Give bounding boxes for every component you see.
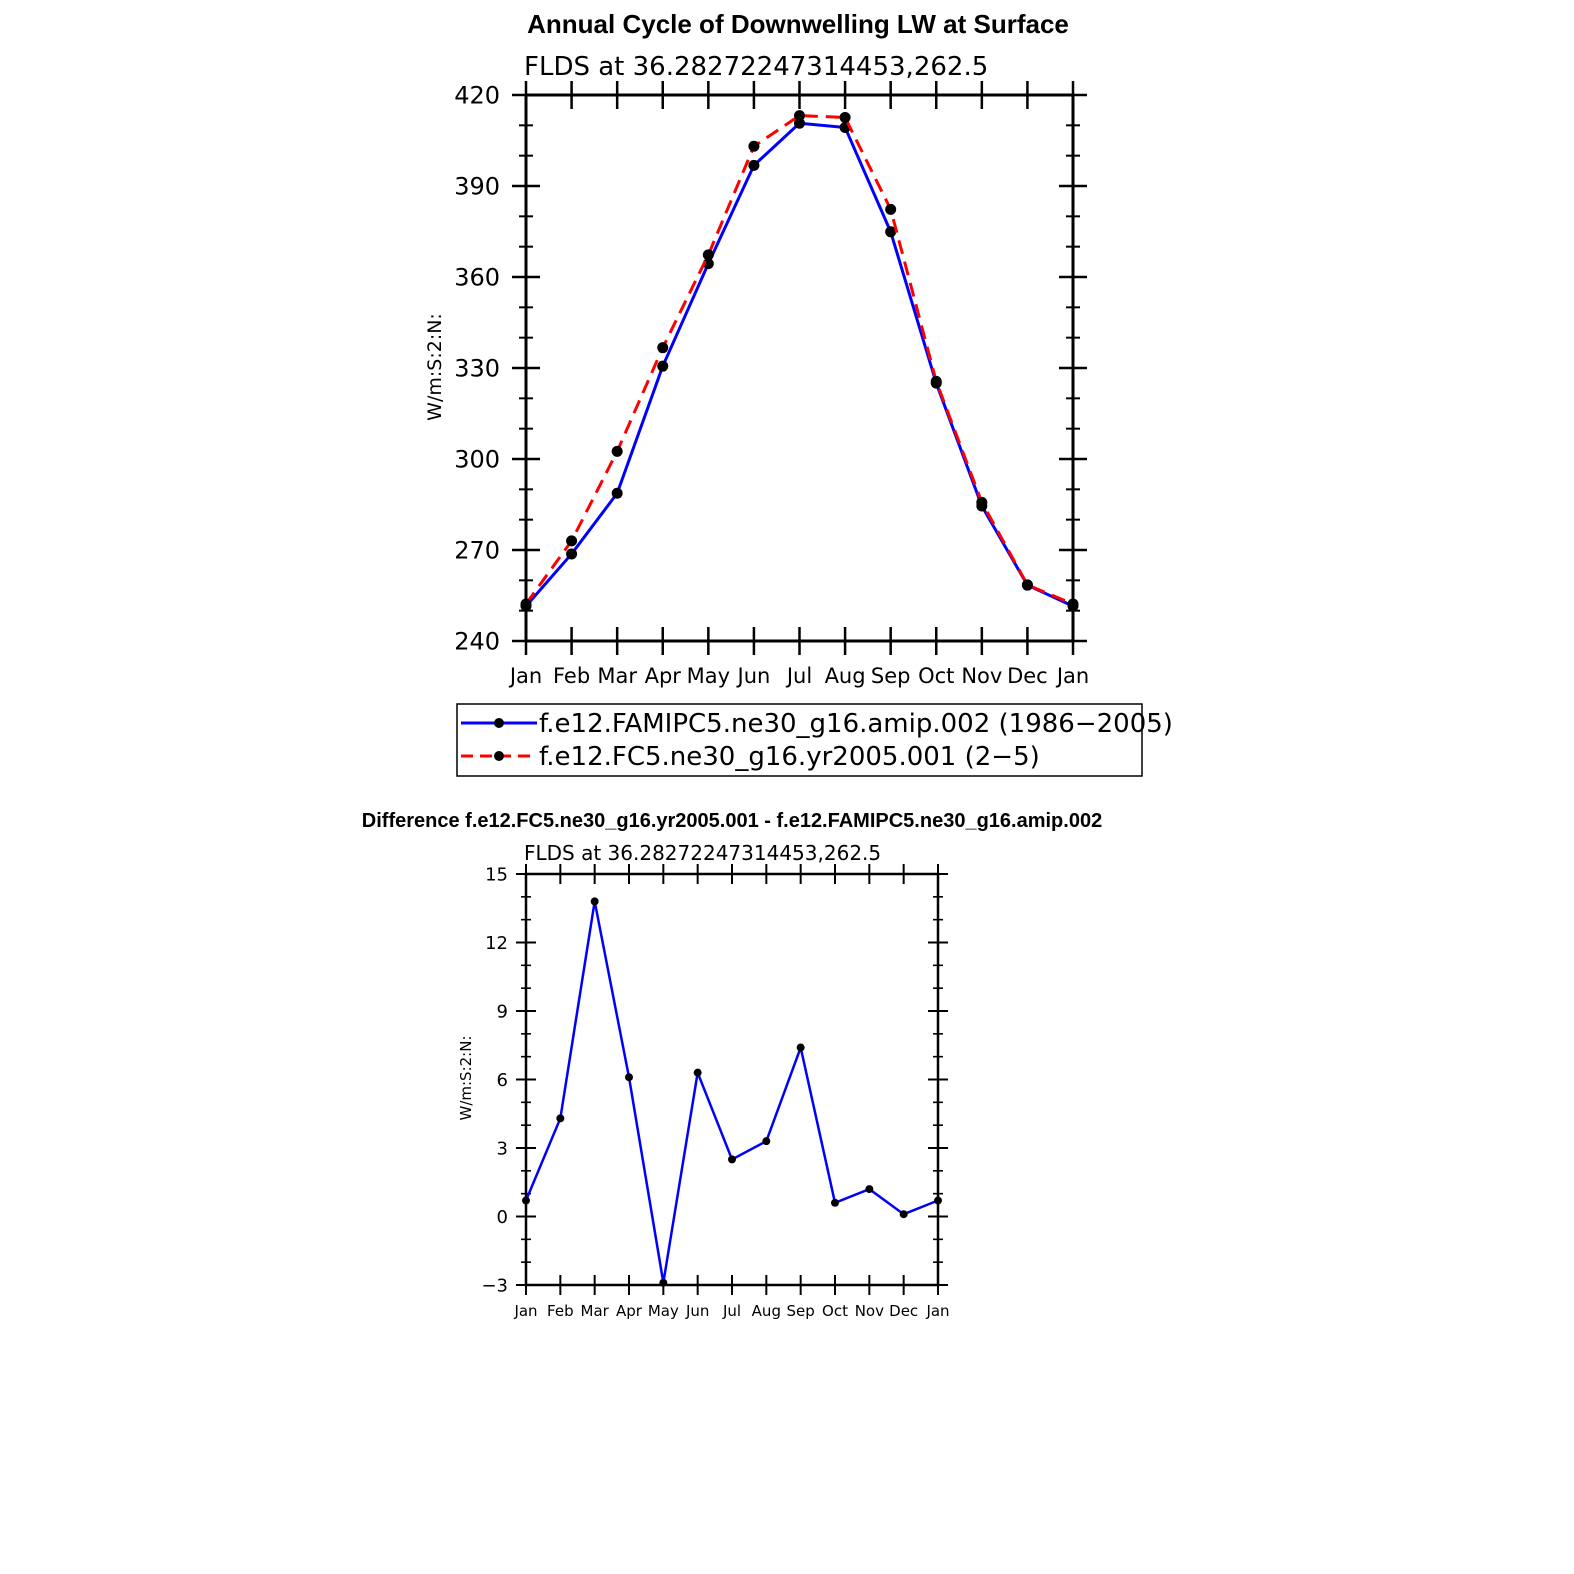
chart2-series-1-point: [728, 1155, 736, 1164]
chart2-series-1-point: [934, 1196, 942, 1205]
chart1-legend: f.e12.FAMIPC5.ne30_g16.amip.002 (1986−20…: [456, 703, 1173, 777]
chart1-ytick-label: 270: [454, 537, 500, 565]
chart2-xtick-label: Jan: [925, 1302, 949, 1320]
chart1-ytick-label: 300: [454, 446, 500, 474]
chart1-legend-label-1: f.e12.FAMIPC5.ne30_g16.amip.002 (1986−20…: [539, 709, 1173, 739]
chart1-xtick-label: Jul: [785, 664, 812, 688]
chart1-y-axis-label: W/m:S:2:N:: [424, 313, 446, 421]
chart2-ytick-label: 6: [497, 1070, 508, 1091]
chart1-legend-marker-1: [494, 718, 504, 728]
chart1-ytick-label: 420: [454, 82, 500, 110]
chart1-series-2-point: [976, 496, 988, 508]
chart2-xtick-label: Sep: [787, 1302, 815, 1320]
chart2-ytick-label: −3: [481, 1275, 508, 1296]
chart1-xtick-label: Mar: [597, 664, 637, 688]
chart1-series-2-point: [520, 598, 532, 610]
chart2-xtick-label: Jan: [513, 1302, 537, 1320]
chart1-subtitle: FLDS at 36.28272247314453,262.5: [524, 52, 988, 82]
chart1-ytick-label: 390: [454, 173, 500, 201]
chart2-ytick-label: 0: [497, 1207, 508, 1228]
chart2-subtitle: FLDS at 36.28272247314453,262.5: [524, 841, 881, 865]
chart2-ytick-label: 12: [485, 933, 508, 954]
chart1-legend-box: [456, 703, 1143, 777]
chart2-y-axis-label: W/m:S:2:N:: [457, 1036, 475, 1121]
chart1-xtick-label: Aug: [825, 664, 866, 688]
chart2-series-1-point: [796, 1043, 805, 1052]
chart2-series-1-line: [524, 900, 939, 1284]
chart1-plot-frame: [524, 93, 1075, 643]
chart1-series-1-point: [885, 226, 897, 238]
chart1-plot-area: 240 270 300 330 360 390 420 Jan Feb Mar Apr May Jun J…: [454, 81, 1089, 688]
chart2-series-1-point: [659, 1278, 668, 1287]
chart2-series-1-point: [590, 897, 599, 906]
chart1-legend-label-2: f.e12.FC5.ne30_g16.yr2005.001 (2−5): [539, 742, 1040, 772]
chart1-ytick-label: 240: [454, 628, 500, 656]
chart1-xtick-label: Feb: [553, 664, 590, 688]
chart1-series-2-point: [611, 445, 623, 457]
chart1-xtick-label: May: [687, 664, 730, 688]
chart2-xtick-label: Oct: [822, 1302, 848, 1320]
chart1-xtick-label: Dec: [1007, 664, 1048, 688]
chart1-xtick-label: Nov: [961, 664, 1002, 688]
chart1-xtick-label: Jun: [736, 664, 771, 688]
chart2-xtick-label: Nov: [855, 1302, 884, 1320]
chart2-xtick-label: Apr: [616, 1302, 643, 1320]
chart1-series-2-point: [566, 535, 578, 547]
chart1-series-2-point: [885, 203, 897, 215]
chart1-title: Annual Cycle of Downwelling LW at Surfac…: [527, 9, 1069, 39]
chart1-series-1-point: [794, 117, 805, 129]
chart2-xtick-label: Jun: [685, 1302, 709, 1320]
chart1-legend-marker-2: [494, 751, 504, 761]
chart1-ytick-label: 360: [454, 264, 500, 292]
chart2-xtick-label: Jul: [722, 1302, 741, 1320]
chart2-ytick-label: 9: [497, 1001, 508, 1022]
chart2-plot-area: −3 0 3 6 9 12 15 Jan Feb Mar Apr May Jun Jul Aug Sep Oct…: [481, 864, 950, 1320]
chart2-ytick-label: 15: [485, 864, 508, 885]
chart1-series-2-point: [839, 111, 851, 123]
chart1-series-1-line: [524, 121, 1074, 608]
chart1-series-2-point: [1021, 579, 1033, 591]
difference-chart: Difference f.e12.FC5.ne30_g16.yr2005.001…: [362, 810, 1102, 1320]
chart1-series-1-point: [657, 360, 669, 372]
chart1-series-2-point: [748, 140, 760, 152]
chart2-xtick-label: Aug: [752, 1302, 781, 1320]
chart1-series-1-point: [702, 258, 714, 270]
chart1-xtick-label: Sep: [871, 664, 911, 688]
chart1-ytick-label: 330: [454, 355, 500, 383]
chart2-xtick-label: May: [648, 1302, 679, 1320]
chart2-ytick-label: 3: [497, 1138, 508, 1159]
chart2-series-1-point: [899, 1210, 908, 1219]
chart1-xtick-label: Jan: [508, 664, 542, 688]
chart1-series-2-line: [524, 114, 1074, 606]
chart2-series-1-point: [693, 1068, 702, 1077]
chart2-plot-frame: [524, 872, 940, 1287]
chart2-title: Difference f.e12.FC5.ne30_g16.yr2005.001…: [362, 810, 1102, 832]
chart1-xtick-label: Jan: [1055, 664, 1089, 688]
chart2-series-1-point: [831, 1198, 839, 1207]
chart2-series-1-point: [625, 1073, 633, 1082]
chart1-xtick-label: Oct: [918, 664, 954, 688]
chart2-series-1-point: [556, 1114, 565, 1123]
chart1-series-2-point: [1067, 598, 1079, 610]
chart1-series-2-point: [657, 342, 669, 354]
chart2-series-1-point: [762, 1137, 771, 1146]
chart1-xtick-label: Apr: [645, 664, 682, 688]
chart2-series-1-point: [522, 1196, 530, 1205]
chart2-xtick-label: Dec: [889, 1302, 918, 1320]
chart1-series-1-point: [566, 548, 578, 560]
chart2-series-1-point: [865, 1185, 874, 1194]
chart1-series-1-point: [748, 159, 760, 171]
chart1-series-1-point: [611, 487, 623, 499]
chart2-xtick-label: Feb: [547, 1302, 574, 1320]
chart2-xtick-label: Mar: [581, 1302, 610, 1320]
chart1-series-2-point: [794, 110, 805, 122]
chart1-series-2-point: [930, 375, 942, 387]
chart1-series-2-point: [702, 249, 714, 261]
annual-cycle-chart: Annual Cycle of Downwelling LW at Surfac…: [424, 9, 1173, 777]
